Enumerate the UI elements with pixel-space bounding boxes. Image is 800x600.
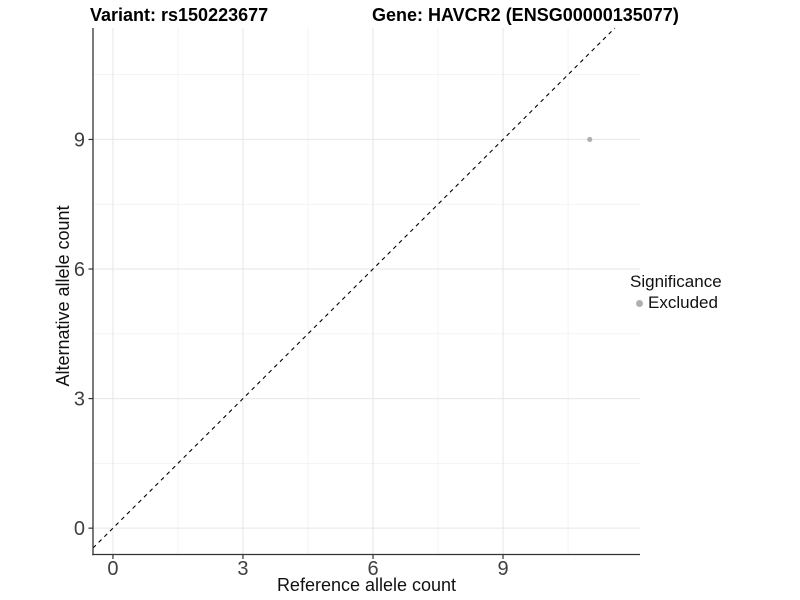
y-tick-label: 9 (74, 129, 85, 151)
x-tick-label: 6 (367, 558, 378, 580)
x-tick-label: 9 (497, 558, 508, 580)
legend-title: Significance (630, 272, 722, 291)
x-tick-label: 3 (237, 558, 248, 580)
identity-line (92, 27, 616, 549)
x-tick-label: 0 (107, 558, 118, 580)
x-axis-title: Reference allele count (276, 575, 457, 595)
y-axis-title: Alternative allele count (53, 205, 73, 387)
plot-title-variant: Variant: rs150223677 (90, 5, 269, 25)
plot-title-gene: Gene: HAVCR2 (ENSG00000135077) (372, 5, 679, 25)
legend-point-swatch (636, 299, 643, 307)
legend: Significance Excluded (630, 272, 722, 313)
legend-item-excluded: Excluded (630, 293, 722, 313)
y-tick-label: 6 (74, 259, 85, 281)
legend-item-label: Excluded (648, 293, 718, 312)
y-tick-label: 0 (74, 518, 85, 540)
data-point-excluded (587, 136, 593, 143)
y-tick-label: 3 (74, 389, 85, 411)
